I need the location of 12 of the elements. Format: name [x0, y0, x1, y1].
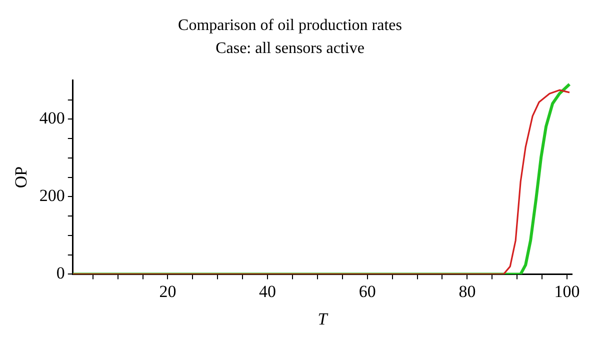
x-tick-label: 20 — [159, 282, 176, 301]
x-axis-title: T — [318, 309, 329, 328]
x-tick-label: 60 — [358, 282, 376, 301]
x-tick-label: 80 — [458, 282, 476, 301]
x-tick-label: 40 — [259, 282, 276, 301]
y-tick-label: 400 — [39, 108, 65, 128]
x-tick-label: 100 — [554, 282, 580, 301]
chart-subtitle: Case: all sensors active — [216, 40, 364, 58]
chart-title: Comparison of oil production rates — [178, 16, 402, 34]
y-axis-title: OP — [12, 166, 31, 188]
y-tick-label: 0 — [56, 264, 65, 283]
y-tick-label: 200 — [39, 186, 65, 206]
